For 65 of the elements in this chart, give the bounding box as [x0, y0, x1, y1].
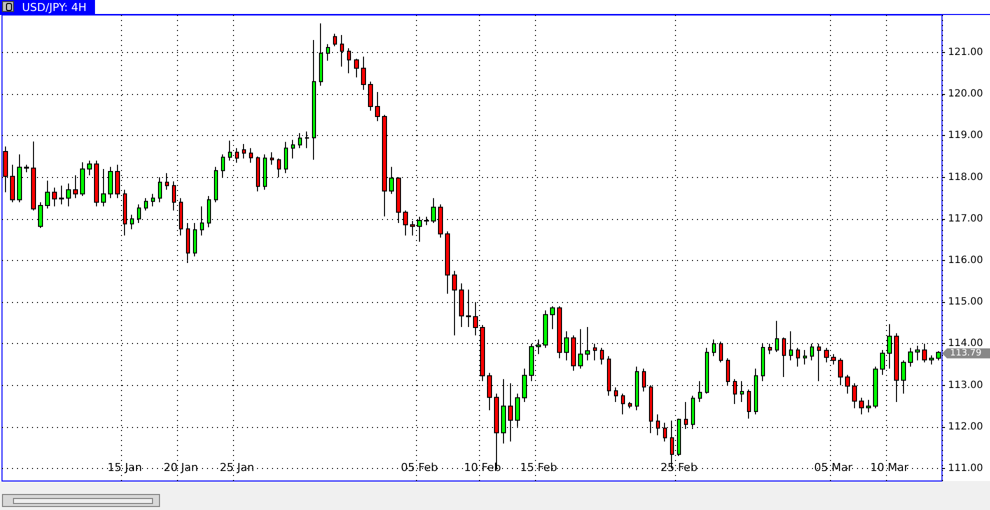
candlestick — [656, 414, 660, 436]
candlestick — [326, 44, 330, 62]
y-tick-label: 114.00 — [948, 338, 983, 350]
y-tick-label: 119.00 — [948, 130, 983, 142]
y-tick-label: 111.00 — [948, 463, 983, 474]
candlestick — [45, 180, 50, 209]
x-tick-label: 20 Jan — [164, 461, 198, 474]
x-tick-label: 10 Mar — [870, 461, 909, 474]
candlestick — [600, 347, 604, 365]
y-tick-label: 121.00 — [948, 46, 983, 58]
candlestick — [52, 187, 57, 207]
candlestick — [614, 386, 618, 402]
candlestick — [803, 349, 807, 365]
candlestick — [845, 374, 850, 394]
candlestick — [354, 58, 359, 78]
candlestick — [256, 156, 260, 192]
x-tick-label: 25 Jan — [220, 461, 254, 474]
candlestick — [705, 347, 709, 394]
candlestick — [66, 183, 71, 207]
y-tick-label: 120.00 — [948, 88, 983, 100]
candlestick — [24, 164, 29, 173]
candlestick — [361, 56, 366, 90]
candlestick — [186, 222, 190, 264]
candlestick — [130, 214, 134, 230]
y-tick-label: 113.00 — [948, 380, 983, 391]
candlestick — [929, 354, 934, 365]
candlestick — [908, 347, 913, 368]
y-tick-label: 115.00 — [948, 296, 983, 308]
candlestick — [691, 395, 695, 430]
candlestick — [193, 222, 197, 257]
candlestick — [550, 306, 555, 330]
candlestick — [621, 393, 625, 415]
x-tick-label: 05 Feb — [400, 461, 438, 474]
x-tick-label: 15 Jan — [108, 461, 142, 474]
candlestick — [59, 185, 64, 205]
x-tick-label: 15 Feb — [520, 461, 558, 474]
candlestick — [333, 33, 337, 47]
candlestick — [775, 320, 779, 353]
candlestick — [859, 397, 864, 415]
candlestick — [635, 366, 639, 411]
candlestick — [445, 230, 450, 294]
candlestick — [866, 399, 871, 413]
y-tick-label: 117.00 — [948, 213, 983, 224]
candlestick — [747, 388, 751, 420]
candlestick — [144, 198, 148, 212]
candlestick — [915, 345, 920, 361]
candlestick — [87, 160, 92, 176]
candlestick — [151, 193, 155, 207]
candlestick — [242, 143, 246, 160]
candlestick — [628, 401, 632, 409]
chart-title: USD/JPY: 4H — [0, 0, 95, 15]
y-tick-label: 112.00 — [948, 421, 983, 432]
text: 113.79 — [950, 348, 982, 358]
candlestick — [291, 139, 295, 160]
candlestick — [270, 152, 274, 166]
candlestick — [284, 141, 288, 174]
candlestick — [585, 326, 590, 361]
candlestick — [796, 347, 800, 368]
y-tick-label: 116.00 — [948, 254, 983, 266]
candlestick — [10, 164, 15, 203]
candlestick — [80, 162, 85, 196]
y-tick-label: 118.00 — [948, 172, 983, 183]
candlestick — [375, 91, 380, 122]
x-tick-label: 05 Mar — [814, 461, 853, 474]
candlestick — [249, 148, 253, 164]
